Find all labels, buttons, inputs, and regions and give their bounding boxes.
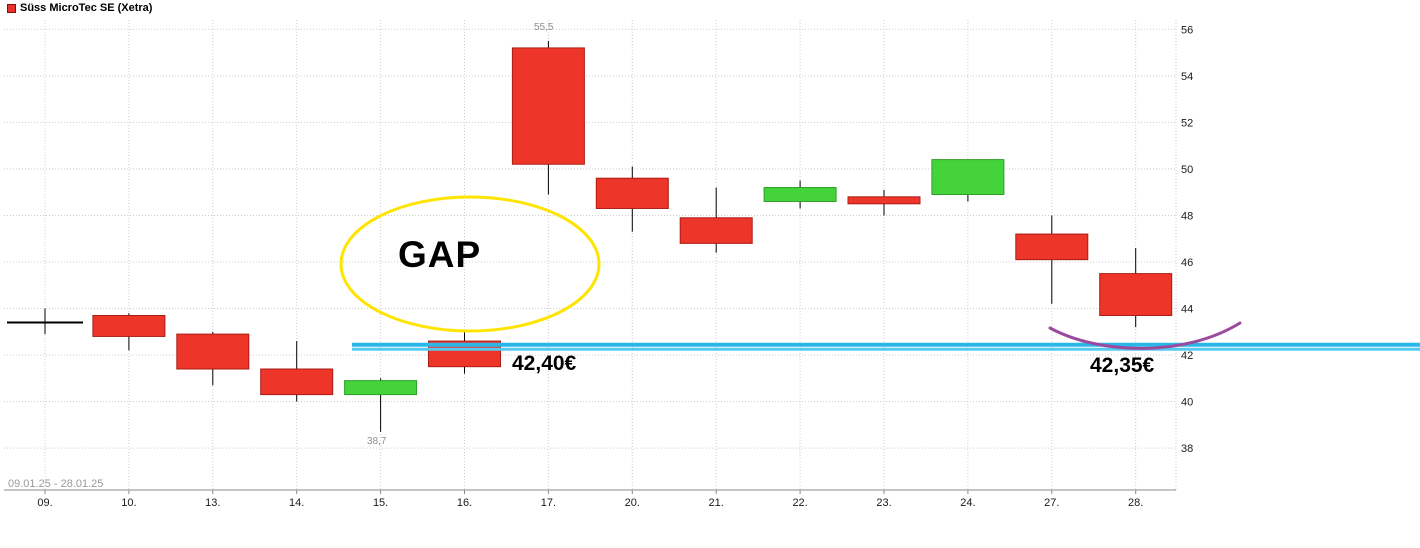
- candle-body-down: [176, 333, 250, 370]
- support-price-label: 42,40€: [512, 352, 577, 375]
- x-axis-label: 24.: [960, 497, 975, 509]
- candle-body-down: [1099, 273, 1173, 316]
- candle-body-down: [595, 177, 669, 209]
- bounce-curve: [1048, 321, 1242, 350]
- gap-annotation: GAP: [398, 234, 482, 275]
- y-axis-label: 54: [1181, 71, 1193, 83]
- x-axis-label: 13.: [205, 497, 220, 509]
- x-axis-label: 17.: [541, 497, 556, 509]
- x-axis-label: 15.: [373, 497, 388, 509]
- chart-header: Süss MicroTec SE (Xetra): [7, 2, 152, 14]
- x-axis-label: 27.: [1044, 497, 1059, 509]
- x-axis-label: 16.: [457, 497, 472, 509]
- support-line-main: [352, 342, 1420, 347]
- candle-body-down: [92, 314, 166, 337]
- candle-body-down: [679, 217, 753, 244]
- y-axis-label: 52: [1181, 117, 1193, 129]
- x-axis-label: 28.: [1128, 497, 1143, 509]
- support-line-secondary: [352, 347, 1420, 351]
- y-axis-label: 50: [1181, 164, 1193, 176]
- candle-body-up: [931, 159, 1005, 196]
- legend-square-icon: [7, 3, 16, 13]
- candle-body-down: [1015, 233, 1089, 261]
- candle-body-down: [847, 196, 921, 205]
- x-axis-label: 14.: [289, 497, 304, 509]
- y-axis-label: 56: [1181, 24, 1193, 36]
- y-axis-label: 44: [1181, 304, 1193, 316]
- high-value-label: 55,5: [534, 22, 554, 33]
- gap-ellipse: [339, 195, 601, 333]
- candle-body-down: [260, 368, 334, 396]
- x-axis-label: 23.: [876, 497, 891, 509]
- low-value-label: 38,7: [367, 436, 387, 447]
- y-axis-label: 42: [1181, 350, 1193, 362]
- y-axis-label: 38: [1181, 443, 1193, 455]
- date-range-label: 09.01.25 - 28.01.25: [8, 478, 104, 490]
- x-axis-label: 10.: [121, 497, 136, 509]
- candle-body-down: [511, 47, 585, 165]
- y-axis-label: 40: [1181, 397, 1193, 409]
- target-price-label: 42,35€: [1090, 354, 1155, 377]
- x-axis-label: 09.: [37, 497, 52, 509]
- x-axis-label: 21.: [709, 497, 724, 509]
- candle-body-up: [344, 380, 418, 396]
- x-axis-label: 22.: [792, 497, 807, 509]
- y-axis-label: 48: [1181, 210, 1193, 222]
- chart-title: Süss MicroTec SE (Xetra): [20, 2, 153, 14]
- candle-body-up: [763, 187, 837, 202]
- y-axis-label: 46: [1181, 257, 1193, 269]
- x-axis-label: 20.: [625, 497, 640, 509]
